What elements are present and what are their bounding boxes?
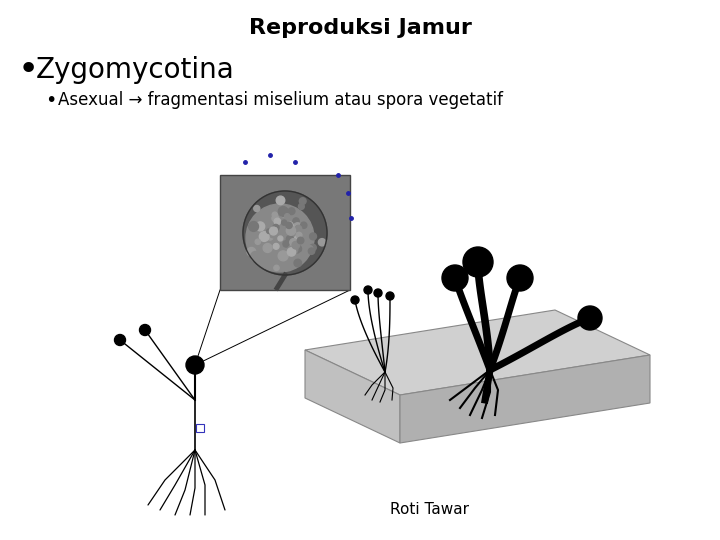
Circle shape [374,289,382,297]
Circle shape [272,212,277,218]
Circle shape [351,296,359,304]
Circle shape [298,204,305,210]
Circle shape [293,223,302,231]
Circle shape [296,232,302,238]
Circle shape [294,259,302,267]
Circle shape [442,265,468,291]
Circle shape [318,239,325,246]
Bar [220,175,350,290]
Circle shape [386,292,394,300]
Circle shape [300,222,307,228]
Circle shape [246,204,314,272]
Circle shape [300,253,304,257]
Circle shape [297,237,304,244]
Text: Reproduksi Jamur: Reproduksi Jamur [248,18,472,38]
Polygon shape [305,310,650,395]
Circle shape [288,208,295,214]
Circle shape [287,248,296,256]
Circle shape [278,236,283,241]
Circle shape [279,207,288,217]
Polygon shape [400,355,650,443]
Circle shape [284,214,289,219]
Circle shape [247,247,256,256]
Circle shape [272,215,279,222]
Circle shape [256,222,265,231]
Circle shape [287,226,295,235]
Circle shape [253,206,260,212]
Circle shape [263,244,272,253]
Circle shape [308,248,315,254]
Circle shape [269,227,277,235]
Circle shape [292,241,300,249]
Polygon shape [305,350,400,443]
Text: •: • [18,53,40,87]
Circle shape [507,265,533,291]
Circle shape [274,265,279,271]
Circle shape [578,306,602,330]
Text: Roti Tawar: Roti Tawar [390,503,469,517]
Circle shape [273,225,279,231]
Circle shape [140,325,150,335]
Circle shape [273,244,279,249]
Circle shape [306,245,313,253]
Circle shape [267,234,273,240]
Circle shape [274,218,281,225]
Circle shape [293,218,300,224]
Circle shape [269,228,278,238]
Circle shape [251,252,261,261]
Circle shape [310,244,316,251]
Circle shape [294,235,301,242]
Circle shape [278,251,288,261]
Circle shape [286,222,292,228]
Circle shape [463,247,493,277]
Circle shape [186,356,204,374]
Circle shape [294,245,302,253]
Circle shape [294,225,301,233]
Circle shape [289,239,297,246]
Text: Zygomycotina: Zygomycotina [36,56,235,84]
Circle shape [114,334,125,346]
Circle shape [255,239,261,245]
Circle shape [283,241,289,247]
Circle shape [282,220,287,225]
Circle shape [273,254,279,259]
Circle shape [310,233,317,240]
Circle shape [243,191,327,275]
Circle shape [273,228,277,232]
Text: •: • [45,91,56,110]
Circle shape [281,211,287,217]
Circle shape [248,221,258,231]
Circle shape [276,196,285,205]
Text: Asexual → fragmentasi miselium atau spora vegetatif: Asexual → fragmentasi miselium atau spor… [58,91,503,109]
Circle shape [300,198,306,205]
Circle shape [287,222,293,228]
Circle shape [287,235,294,243]
Circle shape [266,229,271,233]
Circle shape [288,245,298,254]
Circle shape [364,286,372,294]
Circle shape [259,232,269,241]
Circle shape [294,225,302,232]
